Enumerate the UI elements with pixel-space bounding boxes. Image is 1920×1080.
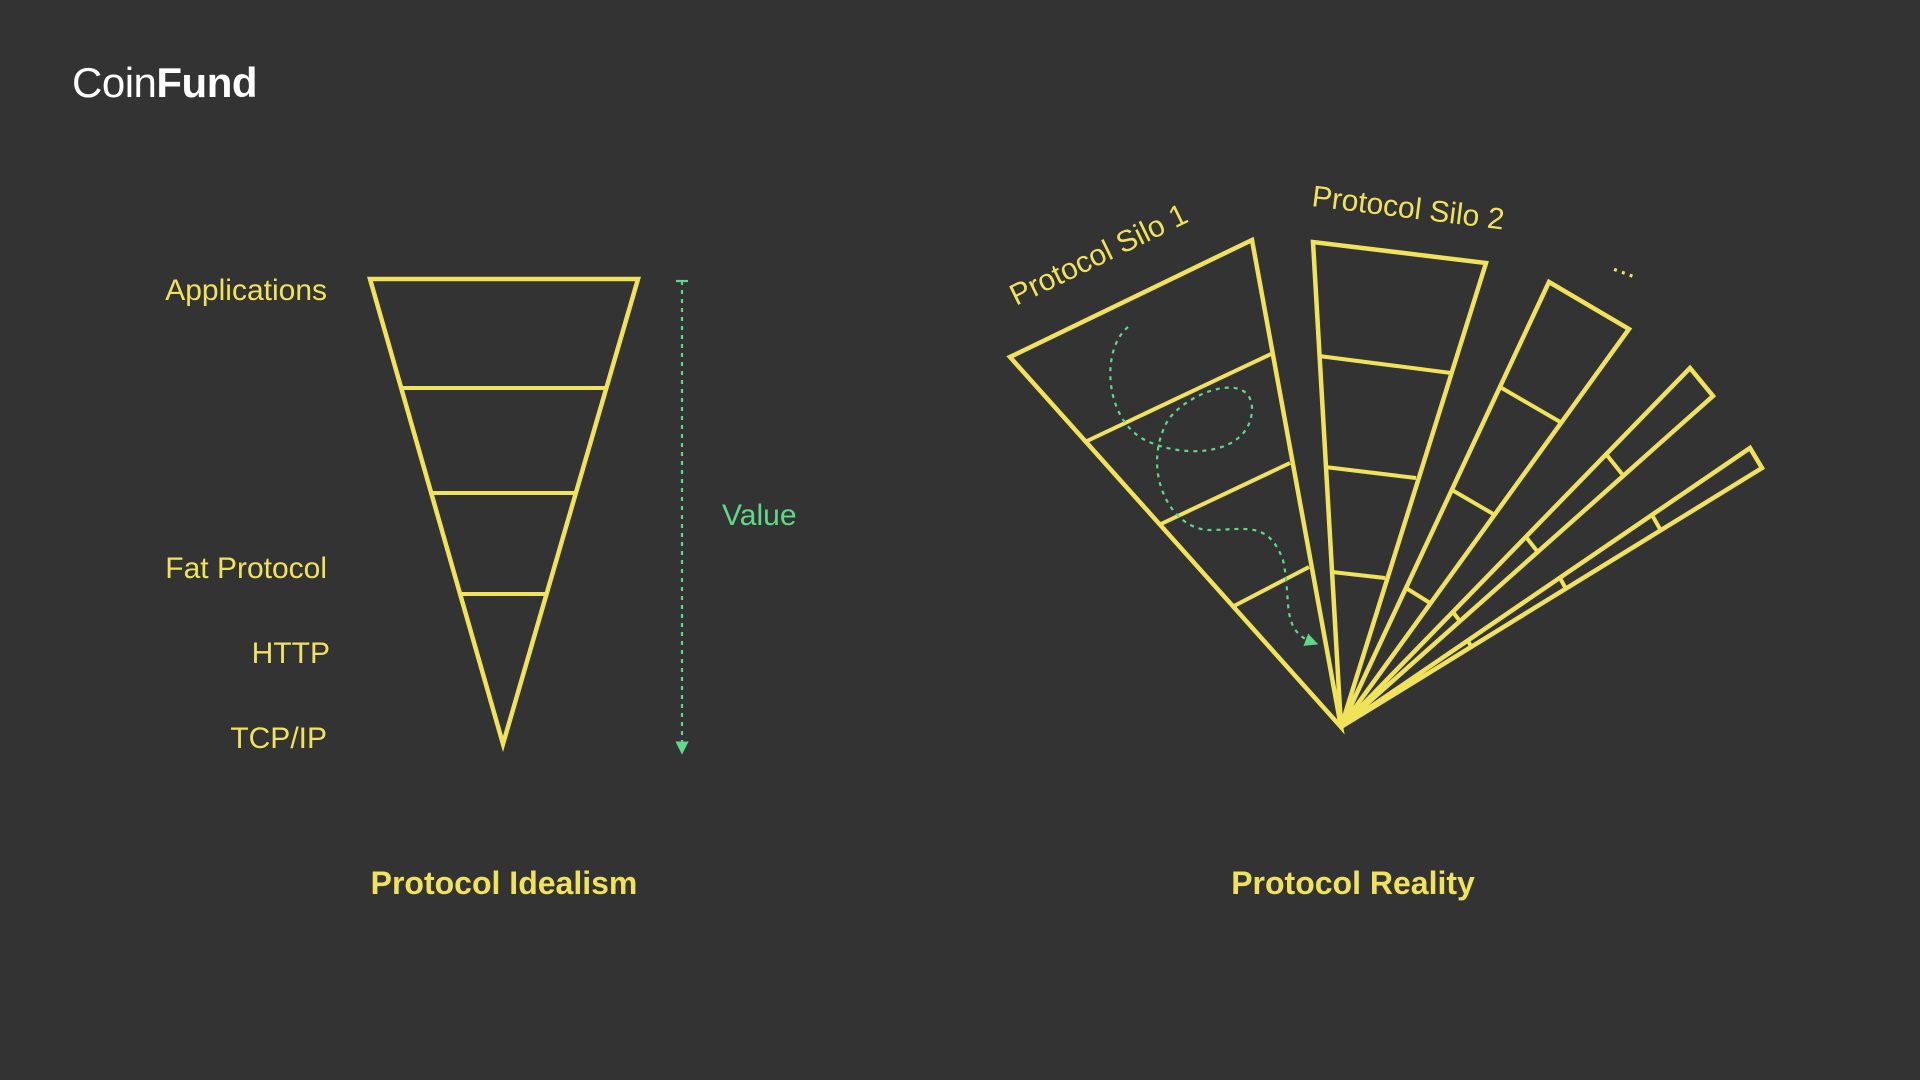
- logo-text-bold: Fund: [156, 59, 258, 106]
- caption-protocol-idealism: Protocol Idealism: [371, 865, 638, 901]
- protocol-silo-4: [1339, 364, 1717, 729]
- silo-5-divider-3: [1466, 640, 1474, 649]
- reality-diagram: Protocol Silo 1 Protocol Silo 2 ... Prot…: [1005, 180, 1766, 901]
- logo-text-light: Coin: [72, 59, 157, 106]
- cross-silo-path-arrow: [1109, 326, 1319, 646]
- silo-4-divider-2: [1524, 535, 1539, 553]
- silo-1-divider-2: [1160, 461, 1291, 526]
- idealism-diagram: Applications Fat Protocol HTTP TCP/IP Va…: [165, 274, 796, 901]
- label-protocol-silo-2: Protocol Silo 2: [1310, 180, 1506, 236]
- layer-label-http: HTTP: [252, 637, 330, 670]
- silo-3-divider-1: [1498, 385, 1564, 425]
- silo-5-divider-2: [1558, 577, 1568, 590]
- coinfund-logo: CoinFund: [72, 59, 258, 106]
- silo-1-divider-1: [1086, 352, 1272, 443]
- silo-3-divider-3: [1404, 586, 1432, 605]
- layer-label-tcpip: TCP/IP: [230, 722, 327, 755]
- label-protocol-silo-1: Protocol Silo 1: [1005, 198, 1193, 312]
- silo-2-divider-3: [1331, 570, 1386, 580]
- silo-3-divider-2: [1450, 488, 1497, 517]
- silo-2-divider-1: [1318, 354, 1452, 375]
- idealism-inverted-pyramid: [367, 276, 641, 753]
- protocol-silo-1: [1006, 236, 1345, 735]
- layer-label-applications: Applications: [165, 274, 327, 307]
- silo-4-divider-1: [1604, 452, 1624, 476]
- silo-2-divider-2: [1324, 465, 1417, 480]
- label-more-silos: ...: [1609, 246, 1644, 286]
- layer-label-fat-protocol: Fat Protocol: [165, 552, 327, 585]
- silo-4-divider-3: [1451, 610, 1461, 622]
- protocol-silo-5: [1339, 444, 1766, 729]
- protocol-silo-2: [1310, 239, 1489, 728]
- protocol-silo-3: [1338, 278, 1633, 729]
- value-label: Value: [722, 499, 797, 532]
- silo-5-divider-1: [1650, 514, 1662, 530]
- silo-1-divider-3: [1233, 565, 1310, 608]
- caption-protocol-reality: Protocol Reality: [1231, 865, 1475, 901]
